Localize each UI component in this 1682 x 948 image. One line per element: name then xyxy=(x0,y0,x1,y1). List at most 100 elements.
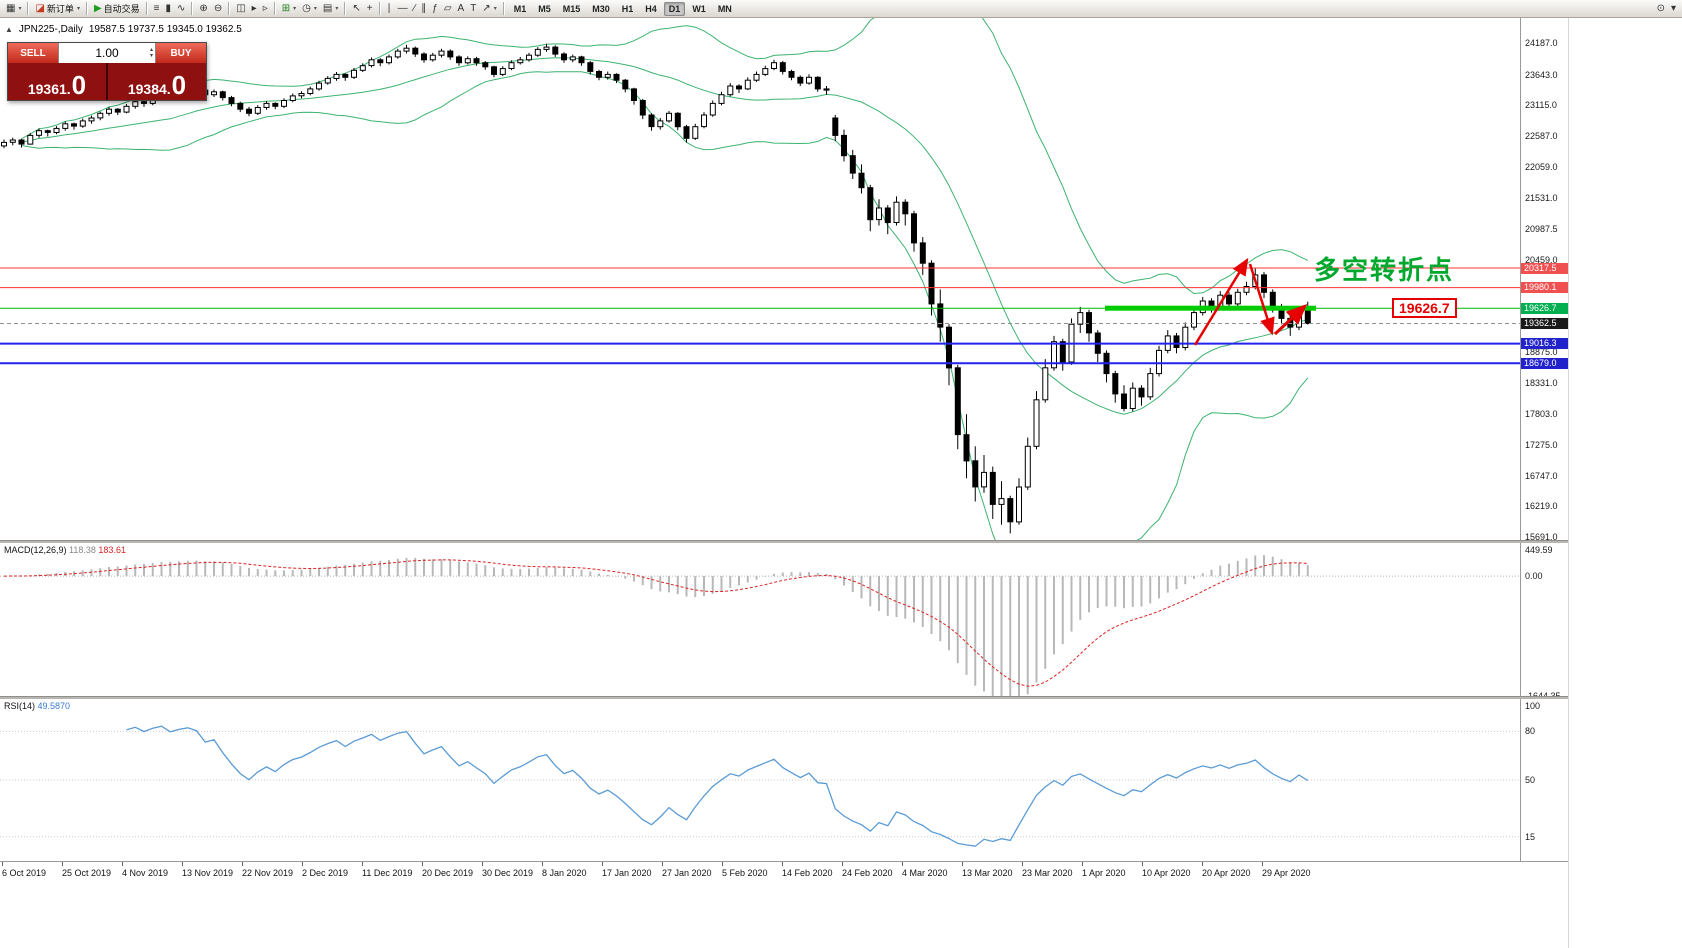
time-axis-label: 4 Mar 2020 xyxy=(902,868,948,878)
arrows-icon-glyph: ↗ xyxy=(482,2,491,14)
time-axis[interactable]: 6 Oct 2019 25 Oct 2019 4 Nov 2019 13 Nov 20… xyxy=(0,861,1568,902)
buy-button[interactable]: BUY xyxy=(156,43,206,63)
chart-shift-icon-glyph: ▹ xyxy=(262,2,268,14)
arrows-icon[interactable]: ↗ ▾ xyxy=(479,1,499,16)
bar-chart-icon[interactable]: ≡ xyxy=(151,1,163,16)
autotrading-button[interactable]: ▶ 自动交易 xyxy=(91,1,143,16)
price-axis-tick: 22587.0 xyxy=(1525,131,1558,142)
turning-point-annotation[interactable]: 多空转折点 xyxy=(1314,255,1455,285)
price-axis-tick: 20987.5 xyxy=(1525,224,1558,235)
candlestick-chart-icon[interactable]: ▮ xyxy=(163,1,175,16)
panel-separator[interactable] xyxy=(0,540,1568,543)
price-axis-border xyxy=(1520,18,1521,861)
price-axis-tick: 23643.0 xyxy=(1525,69,1558,80)
timeframe-mn-button[interactable]: MN xyxy=(717,3,732,14)
bar-chart-icon-glyph: ≡ xyxy=(153,2,160,14)
time-axis-label: 8 Jan 2020 xyxy=(542,868,587,878)
time-axis-tick xyxy=(242,862,243,866)
rsi-axis-tick: 15 xyxy=(1525,831,1536,842)
templates-button[interactable]: ▤ ▾ xyxy=(320,1,341,16)
cursor-icon[interactable]: ↖ xyxy=(349,1,363,16)
price-axis-tick: 16747.0 xyxy=(1525,470,1558,481)
time-axis-tick xyxy=(1262,862,1263,866)
window-edge xyxy=(1568,18,1569,948)
macd-axis-tick: 0.00 xyxy=(1525,571,1543,582)
panel-separator[interactable] xyxy=(0,696,1568,699)
toolbar-separator xyxy=(191,2,194,15)
search-icon[interactable]: ⊙ xyxy=(1656,3,1665,14)
time-axis-label: 10 Apr 2020 xyxy=(1142,868,1191,878)
periods-button[interactable]: ◷ ▾ xyxy=(299,1,320,16)
volume-spinner: ▴ ▾ xyxy=(150,44,153,62)
fibonacci-icon[interactable]: ƒ xyxy=(429,1,441,16)
timeframe-m15-button[interactable]: M15 xyxy=(562,3,581,14)
auto-scroll-icon[interactable]: ▸ xyxy=(249,1,260,16)
indicators-button-dropdown-icon: ▾ xyxy=(293,6,297,12)
new-order-button[interactable]: ◪ 新订单 ▾ xyxy=(32,1,82,16)
timeframe-h4-button[interactable]: H4 xyxy=(645,3,657,14)
sell-price[interactable]: 19361. 0 xyxy=(8,63,106,100)
menu-icon[interactable]: ▾ xyxy=(1670,3,1676,14)
timeframe-m30-button[interactable]: M30 xyxy=(592,3,610,14)
chart-title: ▲ JPN225-,Daily 19587.5 19737.5 19345.0 … xyxy=(5,24,242,35)
autotrading-button-label: 自动交易 xyxy=(103,4,140,14)
rsi-name: RSI(14) xyxy=(4,701,36,711)
one-click-trading-panel: SELL 1.00 ▴ ▾ BUY 19361. 0 19384. 0 xyxy=(7,42,207,101)
horizontal-line-icon[interactable]: — xyxy=(395,1,411,16)
timeframe-d1-button[interactable]: D1 xyxy=(663,1,686,16)
price-axis[interactable]: 24187.0 23643.0 23115.0 22587.0 22059.0 21531… xyxy=(1521,18,1581,861)
line-chart-icon-glyph: ∿ xyxy=(177,2,186,14)
time-axis-tick xyxy=(782,862,783,866)
toolbar-separator xyxy=(273,2,276,15)
line-chart-icon[interactable]: ∿ xyxy=(174,1,188,16)
price-level-tag[interactable]: 19626.7 xyxy=(1392,298,1457,318)
buy-price[interactable]: 19384. 0 xyxy=(108,63,206,100)
rsi-chart-canvas[interactable] xyxy=(0,699,1520,861)
periods-button-dropdown-icon: ▾ xyxy=(313,6,317,12)
time-axis-tick xyxy=(542,862,543,866)
time-axis-label: 25 Oct 2019 xyxy=(62,868,112,878)
zoom-in-icon-glyph: ⊕ xyxy=(199,2,208,14)
zoom-in-icon[interactable]: ⊕ xyxy=(196,1,210,16)
label-icon[interactable]: T xyxy=(467,1,479,16)
new-chart-button[interactable]: ▦ ▾ xyxy=(3,1,24,16)
crosshair-icon[interactable]: + xyxy=(364,1,376,16)
buy-price-big-digit: 0 xyxy=(171,69,187,100)
volume-value: 1.00 xyxy=(95,46,119,60)
trendline-icon[interactable]: ∕ xyxy=(411,1,419,16)
fibonacci-icon-glyph: ƒ xyxy=(432,2,438,14)
main-toolbar: ▦ ▾ ◪ 新订单 ▾ ▶ 自动交易 ≡ ▮ ∿ ⊕ ⊖ ◫ ▸ ▹ ⊞ ▾ ◷ ▾ ▤ ▾ ↖ + ∣ — ∕ ∥ ƒ ▱ A T ↗ ▾ M1… xyxy=(0,0,1682,18)
sell-button[interactable]: SELL xyxy=(8,43,58,63)
text-icon[interactable]: A xyxy=(455,1,468,16)
toolbar-separator xyxy=(502,2,505,15)
price-axis-tick: 17803.0 xyxy=(1525,409,1558,420)
macd-chart-canvas[interactable] xyxy=(0,543,1520,697)
indicators-button[interactable]: ⊞ ▾ xyxy=(279,1,299,16)
vertical-line-icon[interactable]: ∣ xyxy=(384,1,395,16)
volume-input[interactable]: 1.00 ▴ ▾ xyxy=(58,43,156,63)
tile-windows-icon[interactable]: ◫ xyxy=(233,1,248,16)
time-axis-tick xyxy=(722,862,723,866)
timeframe-m1-button[interactable]: M1 xyxy=(513,3,527,14)
candlestick-chart-icon-glyph: ▮ xyxy=(165,2,172,14)
chart-window[interactable]: ▲ JPN225-,Daily 19587.5 19737.5 19345.0 … xyxy=(0,18,1682,948)
price-axis-tick: 22059.0 xyxy=(1525,161,1558,172)
time-axis-tick xyxy=(362,862,363,866)
chart-shift-icon[interactable]: ▹ xyxy=(260,1,271,16)
channel-icon[interactable]: ∥ xyxy=(418,1,429,16)
collapse-trade-panel-icon[interactable]: ▲ xyxy=(5,25,13,34)
volume-up-icon[interactable]: ▴ xyxy=(149,47,153,53)
symbol-period-label: JPN225-,Daily xyxy=(18,24,83,35)
timeframe-w1-button[interactable]: W1 xyxy=(692,3,706,14)
zoom-out-icon-glyph: ⊖ xyxy=(213,2,223,14)
shapes-icon[interactable]: ▱ xyxy=(441,1,455,16)
volume-down-icon[interactable]: ▾ xyxy=(149,53,153,59)
zoom-out-icon[interactable]: ⊖ xyxy=(211,1,225,16)
time-axis-tick xyxy=(662,862,663,866)
toolbar-separator xyxy=(27,2,30,15)
price-chart-canvas[interactable] xyxy=(0,18,1520,541)
toolbar-separator xyxy=(378,2,381,15)
timeframe-h1-button[interactable]: H1 xyxy=(621,3,634,14)
price-level-badge: 19626.7 xyxy=(1521,302,1568,314)
timeframe-m5-button[interactable]: M5 xyxy=(538,3,551,14)
